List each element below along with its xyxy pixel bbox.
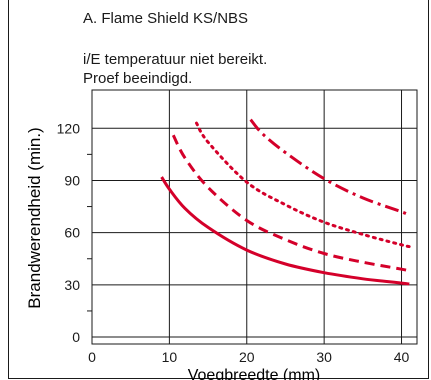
- y-tick-label: 90: [64, 172, 80, 188]
- plot-area-border: [91, 89, 418, 345]
- x-tick-label: 0: [88, 349, 96, 365]
- series-line-solid: [160, 176, 410, 286]
- x-axis-label: Voegbreedte (mm): [188, 367, 321, 380]
- y-axis-label: Brandwerendheid (min.): [25, 127, 44, 308]
- series-line-dashed: [171, 134, 410, 273]
- grid: [87, 90, 417, 344]
- chart-title: A. Flame Shield KS/NBS: [83, 10, 249, 27]
- x-tick-label: 30: [316, 349, 332, 365]
- x-tick-label: 40: [394, 349, 410, 365]
- chart-frame: A. Flame Shield KS/NBS i/E temperatuur n…: [8, 0, 429, 379]
- x-tick-label: 10: [162, 349, 178, 365]
- annotation-line-2: Proef beeindigd.: [83, 70, 193, 87]
- series-group: [160, 118, 411, 286]
- y-tick-label: 0: [72, 329, 80, 345]
- y-tick-label: 120: [57, 120, 81, 136]
- tick-labels: 0 10 20 30 40 0 30 60 90 120: [57, 120, 410, 365]
- y-tick-label: 30: [64, 277, 80, 293]
- annotation-line-1: i/E temperatuur niet bereikt.: [83, 51, 268, 68]
- series-line-dotted: [195, 121, 411, 249]
- series-line-dash-dot: [249, 118, 410, 217]
- x-tick-label: 20: [239, 349, 255, 365]
- y-tick-label: 60: [64, 225, 80, 241]
